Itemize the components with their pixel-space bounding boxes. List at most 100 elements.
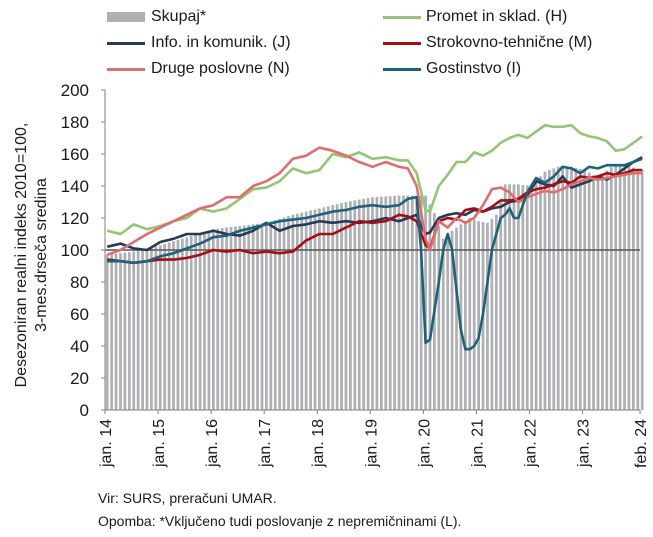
bar-skupaj: [570, 166, 573, 410]
bar-skupaj: [446, 234, 450, 410]
bar-skupaj: [176, 239, 180, 410]
bar-skupaj: [424, 195, 427, 410]
bar-skupaj: [388, 196, 392, 410]
bar-skupaj: [295, 213, 299, 410]
bar-skupaj: [605, 170, 609, 410]
bar-skupaj: [587, 172, 591, 410]
x-tick-label: jan. 19: [363, 419, 380, 468]
legend-label-strok: Strokovno-tehnične (M): [426, 34, 593, 51]
legend-label-promet: Promet in sklad. (H): [426, 8, 568, 25]
series-gost-line: [107, 157, 643, 351]
bar-skupaj: [163, 243, 167, 410]
bar-skupaj: [136, 250, 140, 410]
bar-skupaj: [335, 204, 339, 410]
bar-skupaj: [110, 254, 114, 410]
bar-skupaj: [251, 224, 255, 410]
bar-skupaj: [375, 196, 379, 410]
bar-skupaj: [592, 175, 595, 410]
x-tick-label: jan. 20: [416, 419, 433, 468]
bar-skupaj: [459, 224, 463, 410]
bar-skupaj: [552, 168, 556, 410]
bar-skupaj: [450, 230, 454, 410]
bar-skupaj: [601, 174, 604, 410]
bar-skupaj: [415, 195, 419, 410]
legend-label-info: Info. in komunik. (J): [151, 34, 291, 51]
bar-skupaj: [229, 227, 233, 410]
bar-skupaj: [618, 165, 622, 410]
bar-skupaj: [326, 206, 330, 410]
bar-skupaj: [565, 166, 569, 410]
bar-skupaj: [490, 218, 494, 410]
bar-skupaj: [494, 214, 498, 410]
bar-skupaj: [141, 249, 144, 410]
bar-skupaj: [631, 167, 635, 410]
x-tick-label: jan. 14: [98, 419, 115, 468]
y-tick-label: 180: [61, 113, 89, 132]
y-axis-label-line2: 3-mes.drseča sredina: [33, 178, 50, 332]
bar-skupaj: [313, 209, 317, 410]
x-tick-label: jan. 18: [310, 419, 327, 468]
bar-skupaj: [181, 238, 184, 410]
bar-skupaj: [623, 165, 626, 410]
bar-skupaj: [508, 184, 511, 410]
bar-skupaj: [114, 253, 118, 410]
legend-swatch-promet: [383, 16, 421, 19]
bar-skupaj: [543, 171, 547, 410]
footnote: Opomba: *Vključeno tudi poslovanje z nep…: [98, 513, 462, 529]
x-tick-label: jan. 15: [151, 419, 168, 468]
bar-skupaj: [291, 214, 295, 410]
bar-skupaj: [530, 186, 534, 410]
bar-skupaj: [499, 199, 503, 410]
y-tick-label: 100: [61, 241, 89, 260]
bar-skupaj: [260, 223, 264, 410]
bar-skupaj: [242, 225, 246, 410]
bar-skupaj: [207, 230, 211, 410]
y-tick-label: 40: [70, 337, 89, 356]
legend-label-gost: Gostinstvo (I): [426, 60, 522, 77]
bar-skupaj: [614, 166, 618, 410]
bar-skupaj: [340, 203, 343, 410]
bar-skupaj: [441, 238, 445, 410]
bar-skupaj: [362, 198, 366, 410]
bar-skupaj: [318, 208, 321, 410]
bar-skupaj: [397, 195, 401, 410]
bar-skupaj: [105, 254, 109, 410]
bar-skupaj: [353, 200, 357, 410]
legend-swatch-gost: [383, 68, 421, 71]
bar-skupaj: [194, 234, 198, 410]
bar-skupaj: [357, 199, 361, 410]
bar-skupaj: [574, 167, 578, 410]
x-tick-label: jan. 23: [576, 419, 593, 468]
bar-skupaj: [167, 242, 171, 410]
bar-skupaj: [322, 207, 326, 410]
bar-skupaj: [486, 222, 489, 410]
bar-skupaj: [269, 221, 273, 410]
bar-skupaj: [145, 248, 149, 410]
bar-skupaj: [265, 222, 268, 410]
bar-skupaj: [477, 221, 480, 410]
y-axis-label-line1: Desezoniran realni indeks 2010=100,: [13, 122, 30, 388]
bar-skupaj: [154, 246, 158, 410]
y-tick-label: 0: [80, 401, 89, 420]
bar-skupaj: [512, 184, 516, 410]
bar-skupaj: [189, 235, 193, 410]
x-tick-label: feb. 24: [633, 419, 650, 468]
bar-skupaj: [300, 212, 304, 410]
y-axis-label: Desezoniran realni indeks 2010=100, 3-me…: [8, 90, 56, 420]
bar-skupaj: [331, 205, 335, 410]
bar-skupaj: [379, 196, 383, 410]
legend-label-druge: Druge poslovne (N): [151, 60, 290, 77]
bar-skupaj: [278, 218, 282, 410]
x-tick-label: jan. 16: [204, 419, 221, 468]
bar-skupaj: [247, 224, 251, 410]
bar-skupaj: [132, 251, 136, 410]
bar-skupaj: [150, 247, 153, 410]
x-tick-label: jan. 21: [469, 419, 486, 468]
y-tick-label: 60: [70, 305, 89, 324]
bar-skupaj: [410, 195, 414, 410]
x-tick-label: jan. 22: [522, 419, 539, 468]
bar-skupaj: [234, 226, 237, 410]
bar-skupaj: [534, 181, 538, 410]
bar-skupaj: [216, 228, 220, 410]
